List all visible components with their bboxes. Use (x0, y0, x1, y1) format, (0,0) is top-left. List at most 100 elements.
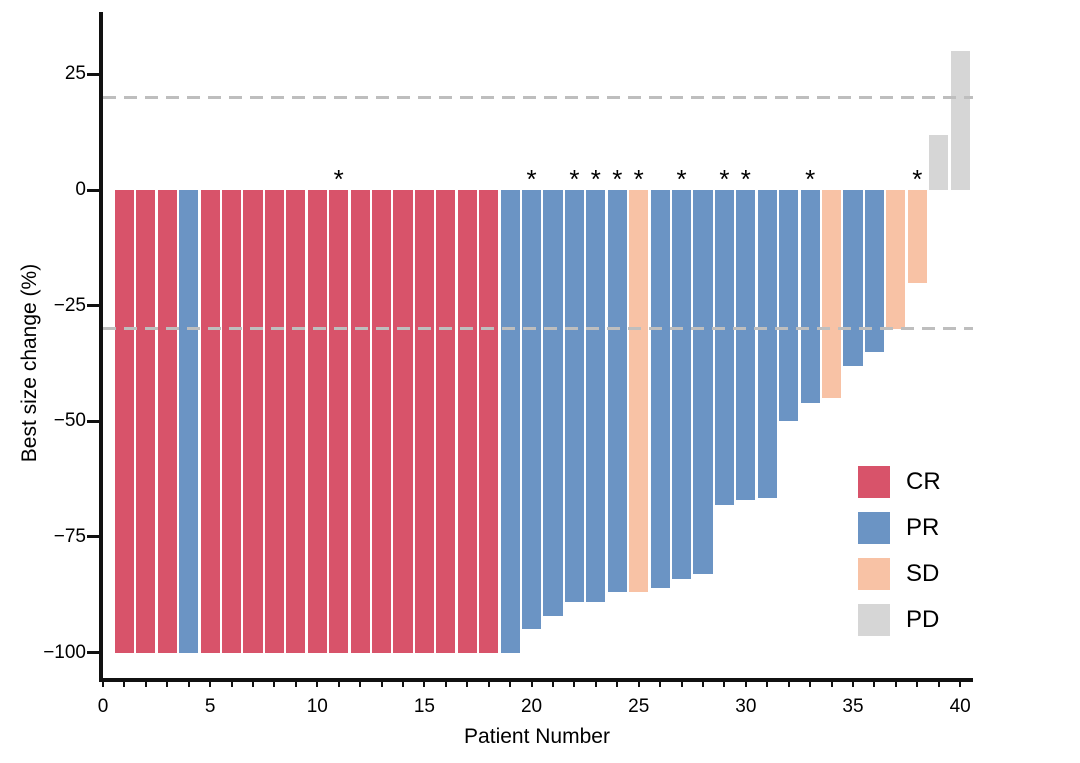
bar-patient-25 (629, 190, 649, 593)
bar-patient-12 (350, 190, 370, 653)
significance-asterisk-patient-27: * (676, 164, 687, 195)
y-axis-tick (87, 535, 99, 539)
x-axis-tick (123, 678, 126, 687)
plot-area: * * * * * * * * * * * 0 5 10 15 20 25 30 35 40 25 0 −25 −50 −75 −… (43, 12, 973, 717)
x-axis-tick (787, 678, 790, 687)
x-tick-label: 15 (413, 696, 435, 717)
y-axis-tick (87, 72, 99, 76)
significance-asterisk-patient-33: * (805, 164, 816, 195)
reference-line-20 (103, 96, 973, 100)
bar-patient-15 (414, 190, 435, 653)
x-axis-tick (937, 678, 940, 687)
bar-patient-1 (114, 190, 135, 653)
x-axis-tick (252, 678, 254, 687)
y-tick-label: −25 (53, 294, 86, 316)
x-axis-tick (894, 678, 897, 687)
x-axis-tick (402, 678, 404, 687)
x-axis-tick (530, 678, 533, 687)
x-axis-tick (466, 678, 469, 687)
y-axis-tick (87, 651, 99, 655)
x-axis-tick (359, 678, 362, 687)
x-axis-tick (873, 678, 876, 687)
bar-patient-17 (457, 190, 477, 653)
significance-asterisk-patient-20: * (526, 164, 537, 195)
legend-swatch-cr (858, 466, 890, 498)
y-tick-label: −100 (43, 641, 86, 663)
bar-patient-20 (521, 190, 542, 630)
x-axis-tick (316, 678, 319, 687)
x-axis-tick (830, 678, 833, 687)
bar-patient-27 (671, 190, 692, 579)
x-tick-label: 35 (842, 696, 864, 717)
bar-patient-32 (779, 190, 799, 422)
x-axis-tick (509, 678, 512, 687)
legend-item-cr: CR (858, 466, 941, 498)
y-axis-tick (87, 419, 99, 423)
x-axis-tick (166, 678, 169, 687)
x-axis-tick (102, 678, 104, 687)
bar-patient-29 (714, 190, 735, 505)
bar-patient-38 (907, 190, 927, 283)
bar-patient-21 (543, 190, 563, 616)
x-axis-tick (187, 678, 190, 687)
x-axis-tick (444, 678, 447, 687)
legend-label-pd: PD (906, 606, 940, 633)
bar-patient-40 (950, 51, 970, 191)
bar-patient-6 (221, 190, 242, 653)
bar-patient-2 (136, 190, 156, 653)
legend-label-sd: SD (906, 560, 940, 587)
significance-asterisk-patient-22: * (569, 164, 580, 195)
y-tick-label: 25 (64, 63, 86, 85)
significance-asterisk-patient-29: * (719, 164, 730, 195)
bar-patient-10 (307, 190, 327, 653)
x-tick-label: 0 (97, 696, 109, 717)
x-axis-tick (616, 678, 619, 687)
x-axis-tick (809, 678, 812, 687)
bar-patient-8 (264, 190, 285, 653)
bar-patient-19 (500, 190, 520, 653)
bar-patient-11 (329, 190, 349, 653)
bar-patient-28 (693, 190, 713, 574)
bar-patient-35 (843, 190, 863, 366)
x-axis-tick (294, 678, 297, 687)
legend-swatch-pr (858, 512, 890, 544)
bar-patient-34 (821, 190, 842, 399)
x-axis-tick (959, 678, 962, 687)
bar-patient-23 (586, 190, 606, 602)
legend-label-cr: CR (906, 468, 941, 495)
x-tick-label: 25 (628, 696, 650, 717)
x-axis-tick (916, 678, 919, 687)
x-axis-tick (230, 678, 233, 687)
bar-patient-37 (886, 190, 906, 329)
y-axis-tick (87, 188, 99, 192)
significance-asterisk-patient-38: * (912, 164, 923, 195)
significance-asterisk-patient-11: * (333, 164, 344, 195)
bar-patient-16 (436, 190, 456, 653)
bar-patient-36 (864, 190, 885, 352)
x-axis-tick (423, 678, 426, 687)
legend: CR PR SD PD (858, 466, 941, 636)
x-axis-tick (702, 678, 704, 687)
legend-item-sd: SD (858, 558, 941, 590)
y-axis-tick (87, 304, 99, 308)
x-tick-label: 40 (949, 696, 971, 717)
y-tick-label: −50 (53, 410, 86, 432)
x-tick-label: 5 (204, 696, 216, 717)
bar-patient-24 (607, 190, 627, 593)
bar-patient-7 (243, 190, 263, 653)
x-axis-tick (723, 678, 726, 687)
x-axis-tick (852, 678, 854, 687)
x-axis-tick (594, 678, 597, 687)
x-axis-tick (659, 678, 662, 687)
bar-patient-9 (286, 190, 306, 653)
significance-asterisk-patient-24: * (612, 164, 623, 195)
bar-patient-33 (800, 190, 820, 403)
x-tick-label: 20 (520, 696, 543, 717)
bar-patient-13 (371, 190, 392, 653)
x-axis-tick (573, 678, 576, 687)
bar-patient-3 (157, 190, 177, 653)
legend-item-pr: PR (858, 512, 941, 544)
bar-patient-39 (929, 134, 949, 191)
x-axis-tick (209, 678, 212, 687)
